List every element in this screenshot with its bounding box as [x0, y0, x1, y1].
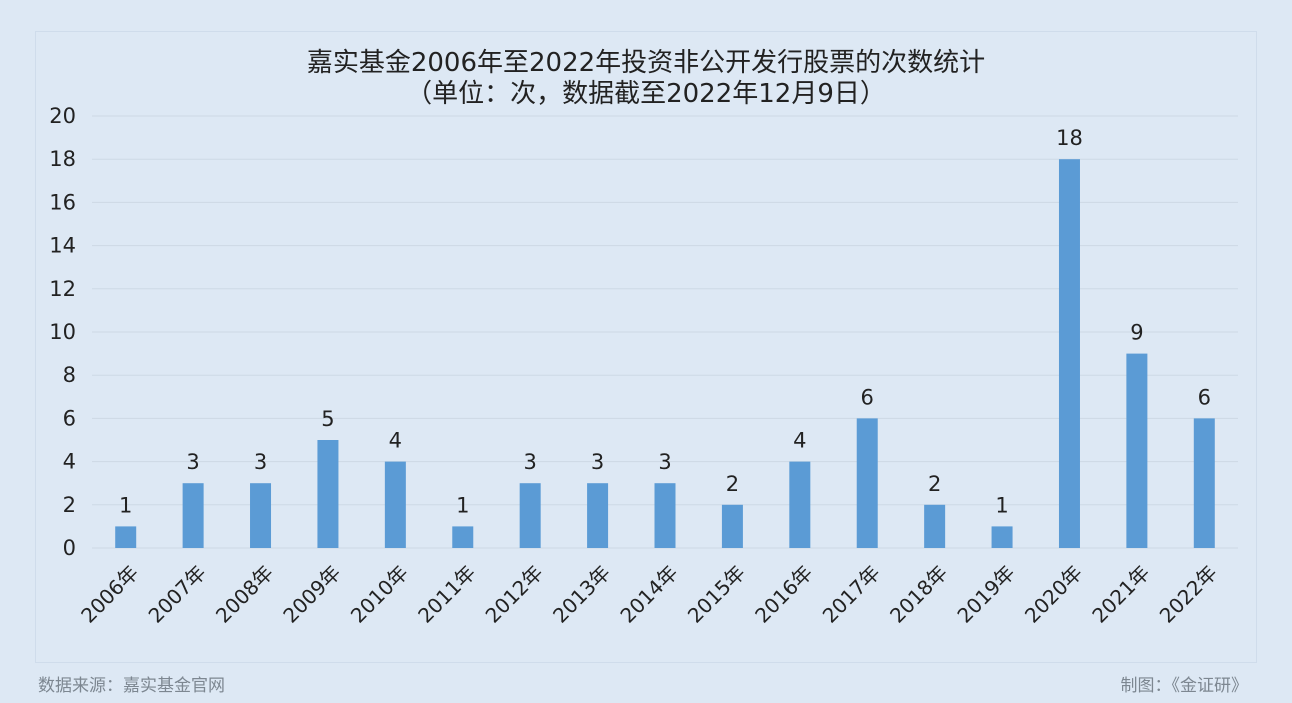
- bar: [721, 504, 743, 548]
- x-tick-label: 2012年: [481, 561, 548, 628]
- bar: [654, 483, 676, 548]
- data-label: 4: [389, 429, 402, 453]
- x-tick-label: 2016年: [750, 561, 817, 628]
- x-tick-label: 2009年: [278, 561, 345, 628]
- data-label: 3: [254, 450, 267, 474]
- bar: [587, 483, 609, 548]
- data-label: 3: [186, 450, 199, 474]
- x-tick-label: 2015年: [683, 561, 750, 628]
- bar: [789, 461, 811, 548]
- chart-subtitle: （单位：次，数据截至2022年12月9日）: [406, 79, 886, 109]
- x-tick-label: 2013年: [548, 561, 615, 628]
- data-label: 2: [928, 472, 941, 496]
- x-tick-label: 2006年: [76, 561, 143, 628]
- data-labels: 1 3 3 5 4 1 3 3 3 2 4 6 2 1 18 9 6: [119, 126, 1211, 517]
- data-label: 3: [658, 450, 671, 474]
- bar: [519, 483, 541, 548]
- data-label: 1: [119, 493, 132, 517]
- x-tick-label: 2019年: [952, 561, 1019, 628]
- x-tick-label: 2011年: [413, 561, 480, 628]
- bar: [452, 526, 474, 548]
- chart-credit: 制图：《金证研》: [1120, 676, 1249, 696]
- y-tick-label: 16: [49, 190, 76, 214]
- bar: [115, 526, 137, 548]
- bars: [115, 159, 1215, 548]
- x-tick-label: 2020年: [1020, 561, 1087, 628]
- data-label: 3: [523, 450, 536, 474]
- y-tick-label: 18: [49, 147, 76, 171]
- data-label: 6: [861, 385, 874, 409]
- x-tick-label: 2014年: [615, 561, 682, 628]
- y-tick-label: 14: [49, 234, 76, 258]
- x-tick-label: 2007年: [144, 561, 211, 628]
- y-tick-label: 2: [63, 493, 76, 517]
- data-label: 18: [1056, 126, 1083, 150]
- y-tick-label: 0: [63, 536, 76, 560]
- bar: [991, 526, 1013, 548]
- data-source-note: 数据来源：嘉实基金官网: [38, 676, 225, 696]
- x-tick-label: 2022年: [1155, 561, 1222, 628]
- gridlines: [92, 115, 1238, 549]
- data-label: 3: [591, 450, 604, 474]
- x-tick-label: 2010年: [346, 561, 413, 628]
- x-tick-label: 2018年: [885, 561, 952, 628]
- y-tick-label: 8: [63, 363, 76, 387]
- data-label: 9: [1130, 321, 1143, 345]
- bar: [856, 418, 878, 548]
- data-label: 1: [995, 493, 1008, 517]
- chart-title: 嘉实基金2006年至2022年投资非公开发行股票的次数统计: [307, 48, 985, 78]
- x-tick-label: 2021年: [1087, 561, 1154, 628]
- y-tick-label: 10: [49, 320, 76, 344]
- bar: [250, 483, 272, 548]
- chart-frame: [35, 31, 1257, 663]
- x-tick-label: 2017年: [818, 561, 885, 628]
- x-axis-ticks: 2006年 2007年 2008年 2009年 2010年 2011年 2012年 2013年…: [76, 561, 1222, 628]
- x-tick-label: 2008年: [211, 561, 278, 628]
- y-tick-label: 6: [63, 406, 76, 430]
- bar: [384, 461, 406, 548]
- y-tick-label: 12: [49, 277, 76, 301]
- data-label: 5: [321, 407, 334, 431]
- bar: [1058, 159, 1080, 548]
- y-tick-label: 20: [49, 104, 76, 128]
- data-label: 1: [456, 493, 469, 517]
- bar: [182, 483, 204, 548]
- y-axis-ticks: 0 2 4 6 8 10 12 14 16 18 20: [49, 104, 76, 560]
- data-label: 4: [793, 429, 806, 453]
- bar: [1193, 418, 1215, 548]
- bar: [1126, 353, 1148, 548]
- data-label: 6: [1198, 385, 1211, 409]
- y-tick-label: 4: [63, 450, 76, 474]
- data-label: 2: [726, 472, 739, 496]
- bar: [317, 440, 339, 548]
- bar: [924, 504, 946, 548]
